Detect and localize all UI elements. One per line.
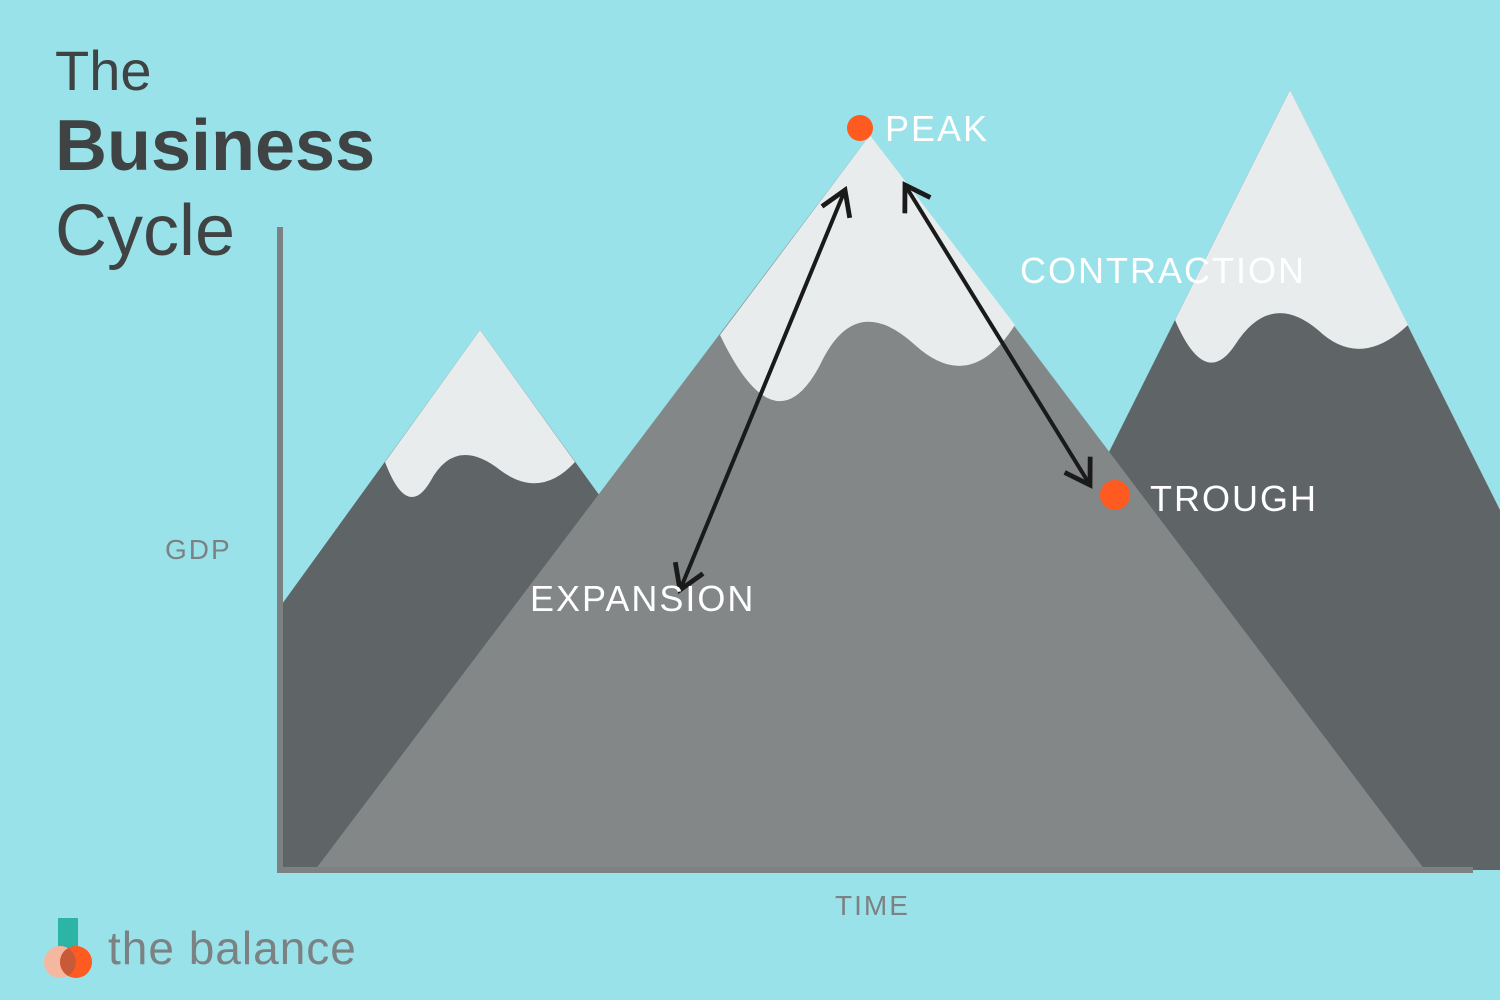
brand-block: the balance — [42, 918, 357, 978]
y-axis-label: GDP — [165, 534, 232, 566]
expansion-label: EXPANSION — [530, 578, 755, 620]
x-axis-label: TIME — [835, 890, 910, 922]
contraction-label: CONTRACTION — [1020, 250, 1306, 292]
peak-marker — [847, 115, 873, 141]
title-line3: Cycle — [55, 189, 375, 274]
brand-text: the balance — [108, 921, 357, 975]
trough-marker — [1100, 480, 1130, 510]
brand-logo-icon — [42, 918, 96, 978]
trough-label: TROUGH — [1150, 478, 1318, 520]
title-line1: The — [55, 38, 375, 104]
title-block: The Business Cycle — [55, 38, 375, 274]
peak-label: PEAK — [885, 108, 989, 150]
title-line2: Business — [55, 104, 375, 189]
diagram-canvas: The Business Cycle GDP TIME PEAK CONTRAC… — [0, 0, 1500, 1000]
